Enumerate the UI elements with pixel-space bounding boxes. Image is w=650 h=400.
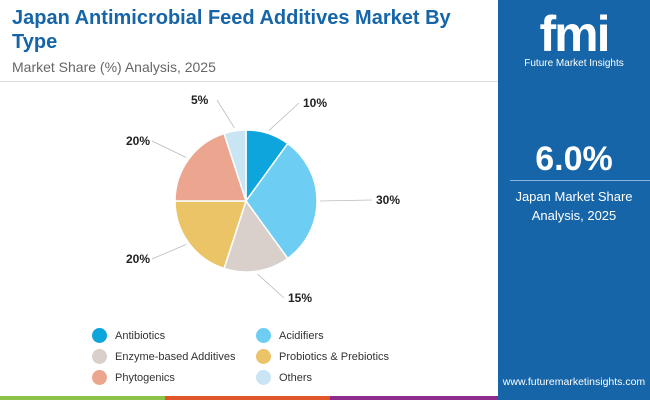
pie-slice-5 xyxy=(223,129,247,202)
footer-bar-orange xyxy=(165,396,330,400)
footer-bar-green xyxy=(0,396,165,400)
chart-subtitle: Market Share (%) Analysis, 2025 xyxy=(12,59,216,75)
pie-slice-3 xyxy=(174,200,248,270)
legend-item: Acidifiers xyxy=(256,328,324,343)
leader-line-2 xyxy=(257,273,285,299)
data-label-5: 5% xyxy=(191,93,209,107)
legend-swatch xyxy=(92,328,107,343)
chart-title: Japan Antimicrobial Feed Additives Marke… xyxy=(12,7,451,53)
legend-label: Others xyxy=(279,371,313,384)
leader-line-1 xyxy=(319,199,373,202)
data-label-2: 15% xyxy=(288,291,312,305)
leader-line-3 xyxy=(151,244,187,260)
data-label-4: 20% xyxy=(126,134,150,148)
legend-item: Phytogenics xyxy=(92,370,175,385)
legend-item: Probiotics & Prebiotics xyxy=(256,349,389,364)
pie-slice-4 xyxy=(174,132,248,202)
highlight-value: 6.0% xyxy=(535,140,613,178)
panel-divider xyxy=(510,180,650,181)
website-link[interactable]: www.futuremarketinsights.com xyxy=(502,376,646,388)
leader-line-5 xyxy=(216,99,235,129)
legend-label: Probiotics & Prebiotics xyxy=(279,350,390,363)
legend-swatch xyxy=(256,328,271,343)
legend-label: Antibiotics xyxy=(115,329,166,342)
pie-slice-2 xyxy=(223,199,289,273)
data-label-1: 30% xyxy=(376,193,400,207)
data-label-3: 20% xyxy=(126,252,150,266)
footer-bar-purple xyxy=(330,396,498,400)
legend-label: Phytogenics xyxy=(115,371,175,384)
legend-label: Enzyme-based Additives xyxy=(115,350,236,363)
leader-line-4 xyxy=(151,140,187,158)
legend-label: Acidifiers xyxy=(279,329,324,342)
legend-item: Others xyxy=(256,370,312,385)
side-panel: fmi Future Market Insights 6.0% Japan Ma… xyxy=(498,0,650,400)
pie-slice-1 xyxy=(245,142,318,260)
legend-swatch xyxy=(92,349,107,364)
divider xyxy=(0,81,498,82)
highlight-label: Japan Market Share Analysis, 2025 xyxy=(515,189,633,223)
pie-chart: 10% 30% 15% 20% 20% 5% xyxy=(126,93,400,305)
legend-swatch xyxy=(256,349,271,364)
legend-swatch xyxy=(256,370,271,385)
logo-text: Future Market Insights xyxy=(524,58,624,69)
fmi-logo: fmi xyxy=(539,6,611,62)
data-label-0: 10% xyxy=(303,96,327,110)
legend-item: Antibiotics xyxy=(92,328,165,343)
leader-line-0 xyxy=(268,102,300,131)
legend-swatch xyxy=(92,370,107,385)
legend-item: Enzyme-based Additives xyxy=(92,349,235,364)
